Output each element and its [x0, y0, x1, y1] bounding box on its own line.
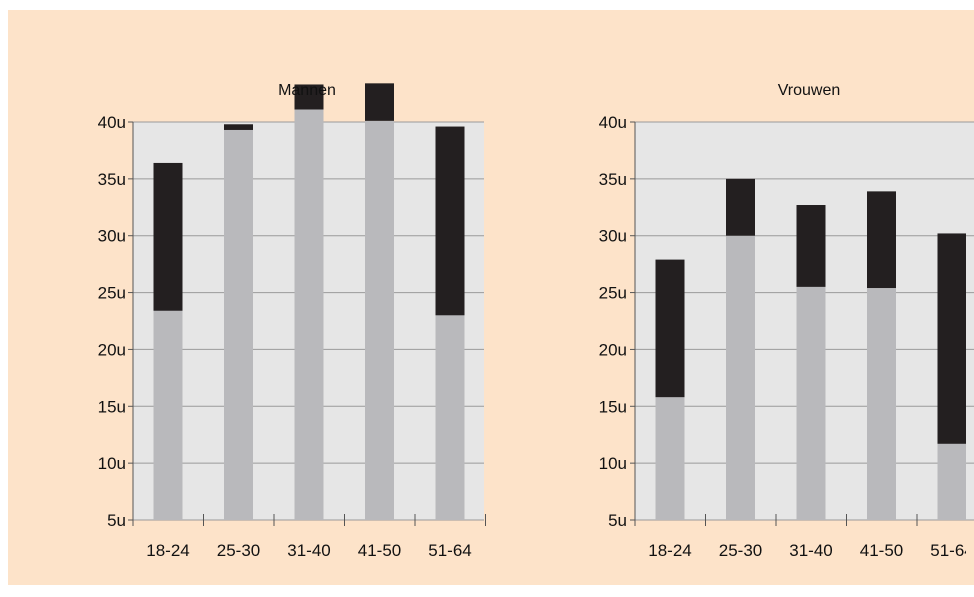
x-tick-label: 25-30 — [719, 541, 762, 560]
y-tick-label: 35u — [599, 170, 627, 189]
bar-lower-segment — [365, 120, 394, 520]
bar-lower-segment — [796, 286, 826, 520]
x-tick-label: 31-40 — [287, 541, 330, 560]
chart-vrouwen: 5u 10u 15u 20u 25u 30u 35u 40u 18-24 25-30 31-40 41… — [599, 82, 974, 560]
bar-upper-segment — [365, 83, 394, 121]
bar-upper-segment — [867, 191, 896, 289]
bar-upper-segment — [294, 84, 324, 110]
x-tick-label: 41-50 — [860, 541, 903, 560]
bar-lower-segment — [937, 443, 966, 520]
y-tick-label: 40u — [98, 113, 126, 132]
bar-lower-segment — [294, 109, 324, 521]
chart-title: Mannen — [278, 82, 336, 99]
bar-upper-segment — [435, 126, 465, 316]
bar-upper-segment — [655, 259, 685, 398]
y-tick-label: 10u — [599, 454, 627, 473]
y-tick-label: 5u — [608, 511, 627, 530]
bar-lower-segment — [867, 288, 896, 520]
bar-upper-segment — [153, 162, 183, 311]
y-tick-label: 15u — [599, 397, 627, 416]
y-tick-label: 35u — [98, 170, 126, 189]
y-tick-label: 20u — [599, 340, 627, 359]
x-tick-label: 51-64 — [930, 541, 973, 560]
bar-upper-segment — [224, 124, 253, 130]
bar-upper-segment — [937, 233, 966, 444]
bar-lower-segment — [726, 235, 755, 520]
y-tick-label: 25u — [98, 284, 126, 303]
y-tick-label: 5u — [107, 511, 126, 530]
y-tick-label: 30u — [98, 227, 126, 246]
bar-lower-segment — [655, 397, 685, 520]
chart-title: Vrouwen — [778, 82, 841, 99]
y-tick-label: 25u — [599, 284, 627, 303]
y-tick-label: 30u — [599, 227, 627, 246]
x-tick-label: 18-24 — [648, 541, 691, 560]
bar-upper-segment — [726, 178, 755, 236]
bar-lower-segment — [153, 310, 183, 520]
y-tick-label: 20u — [98, 340, 126, 359]
bar-upper-segment — [796, 205, 826, 287]
y-tick-label: 10u — [98, 454, 126, 473]
x-tick-label: 31-40 — [789, 541, 832, 560]
x-tick-label: 18-24 — [146, 541, 189, 560]
y-tick-label: 40u — [599, 113, 627, 132]
x-tick-label: 41-50 — [358, 541, 401, 560]
x-tick-label: 25-30 — [217, 541, 260, 560]
bar-lower-segment — [435, 315, 465, 520]
bar-lower-segment — [224, 129, 253, 520]
chart-mannen: 5u 10u 15u 20u 25u 30u 35u 40u 18-24 25-30 31-40 41… — [98, 82, 486, 560]
y-tick-label: 15u — [98, 397, 126, 416]
x-tick-label: 51-64 — [428, 541, 471, 560]
